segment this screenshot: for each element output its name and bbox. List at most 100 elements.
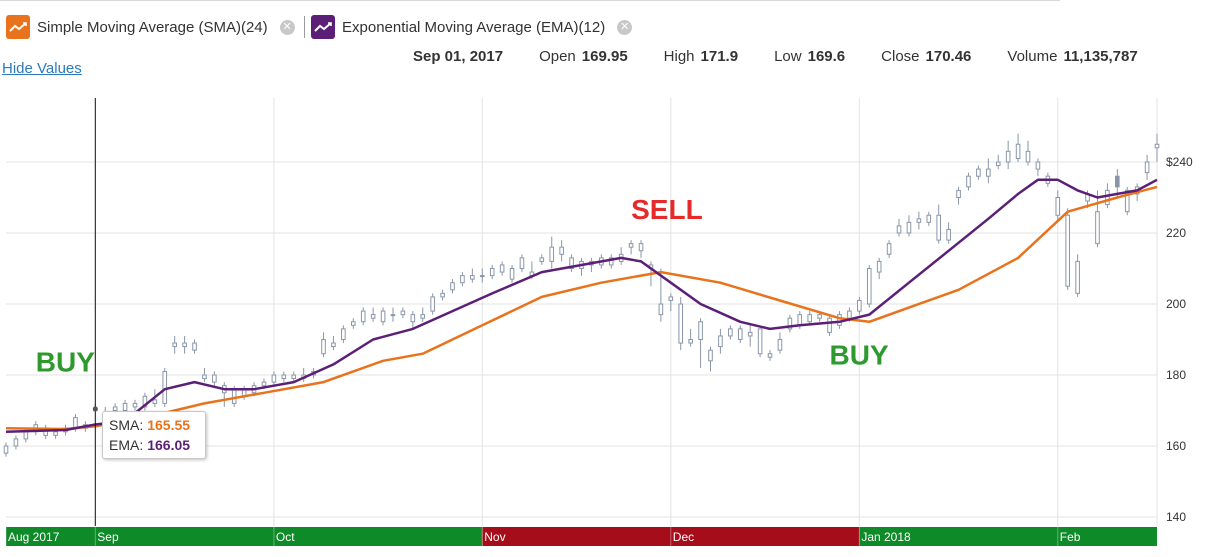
candle-body: [926, 214, 932, 223]
candle: [162, 367, 168, 407]
candle: [192, 339, 197, 354]
candle-body: [509, 268, 515, 280]
candle: [519, 254, 525, 273]
candle-body: [470, 275, 475, 280]
candle-body: [53, 431, 58, 436]
candle-body: [1075, 260, 1080, 294]
candle: [916, 211, 922, 230]
crosshair: [92, 98, 98, 526]
y-tick-label: $240: [1166, 155, 1193, 169]
candle: [708, 346, 713, 372]
candle: [390, 307, 396, 322]
candle: [668, 293, 674, 312]
candle: [946, 222, 951, 244]
candle: [628, 240, 634, 255]
x-tick-label: Feb: [1060, 530, 1081, 544]
candle-body: [638, 243, 644, 252]
candle: [777, 332, 783, 354]
candle-body: [489, 268, 495, 277]
candle: [976, 165, 981, 180]
candle-body: [678, 303, 684, 344]
candle-body: [73, 417, 78, 429]
candle: [450, 279, 455, 294]
candle-body: [956, 189, 961, 198]
candle-body: [1154, 143, 1160, 149]
remove-ema-close-icon[interactable]: ✕: [617, 19, 633, 35]
ema-trend-icon: [311, 15, 335, 39]
legend-label-ema: Exponential Moving Average (EMA)(12): [342, 18, 606, 36]
candle: [400, 307, 406, 319]
candle: [499, 261, 505, 276]
remove-sma-close-icon[interactable]: ✕: [279, 19, 295, 35]
candle-body: [440, 292, 445, 298]
candle: [291, 371, 297, 383]
candle-body: [132, 402, 138, 408]
candle-body: [787, 317, 793, 330]
candle: [350, 318, 356, 329]
candle-body: [360, 310, 366, 323]
candle: [1005, 140, 1011, 170]
x-tick-label: Oct: [276, 530, 295, 544]
candle-body: [767, 353, 773, 358]
x-tick-label: Dec: [673, 530, 694, 544]
candle: [698, 318, 703, 368]
candle: [906, 215, 912, 237]
y-tick-label: 140: [1166, 510, 1186, 524]
candle-body: [797, 314, 803, 326]
candle-body: [1025, 150, 1031, 163]
candle: [589, 257, 594, 273]
candle: [896, 218, 902, 237]
candle-body: [182, 342, 187, 348]
signal-band-sell: [482, 527, 860, 546]
candle-body: [608, 257, 614, 266]
candle: [966, 172, 971, 191]
candle: [926, 211, 932, 226]
low-value: 169.6: [807, 48, 846, 65]
candle-body: [390, 314, 396, 317]
candle: [757, 328, 763, 358]
ema-line: [5, 178, 1158, 434]
candle-body: [747, 331, 753, 337]
candle-body: [1124, 189, 1130, 213]
candle-body: [519, 257, 525, 270]
candle: [787, 314, 793, 333]
candle: [489, 264, 495, 280]
candle: [341, 325, 346, 344]
candle-body: [479, 275, 485, 278]
candle-body: [995, 161, 1001, 167]
candle: [747, 325, 753, 347]
candle: [1144, 154, 1150, 180]
candle-body: [628, 243, 634, 248]
signal-band-buy: [6, 527, 483, 546]
candle-body: [857, 299, 862, 312]
candle: [1154, 133, 1160, 162]
candle: [1035, 158, 1041, 177]
quote-values: Sep 01, 2017 Open 169.95 High 171.9 Low 169…: [413, 48, 1138, 65]
candle-body: [3, 445, 9, 454]
candle-body: [321, 339, 326, 355]
candle-body: [291, 374, 297, 380]
candle-body: [1065, 214, 1070, 287]
close-value: 170.46: [925, 48, 972, 65]
candle-body: [162, 370, 168, 404]
legend-label-sma: Simple Moving Average (SMA)(24): [37, 18, 268, 36]
candle: [331, 335, 336, 351]
candle-body: [559, 246, 564, 255]
candle: [3, 442, 9, 457]
signal-bands: Aug 2017 Sep Oct Nov Dec Jan 2018 Feb: [5, 527, 1157, 546]
candle: [866, 264, 872, 308]
candle: [608, 254, 614, 269]
x-tick-label: Nov: [484, 530, 505, 544]
legend-item-ema: Exponential Moving Average (EMA)(12) ✕: [311, 14, 633, 40]
signal-label-sell: SELL: [631, 194, 703, 225]
candle-body: [698, 321, 703, 340]
hide-values-link[interactable]: Hide Values: [2, 60, 82, 77]
candle: [688, 328, 693, 347]
candle-body: [430, 296, 435, 312]
legend-item-sma: Simple Moving Average (SMA)(24) ✕: [6, 14, 295, 40]
x-tick-label: Aug 2017: [8, 530, 60, 544]
chart-grid: 140 160 180 200 220 $240: [6, 98, 1193, 526]
candle: [995, 154, 1001, 170]
candle: [559, 240, 564, 262]
